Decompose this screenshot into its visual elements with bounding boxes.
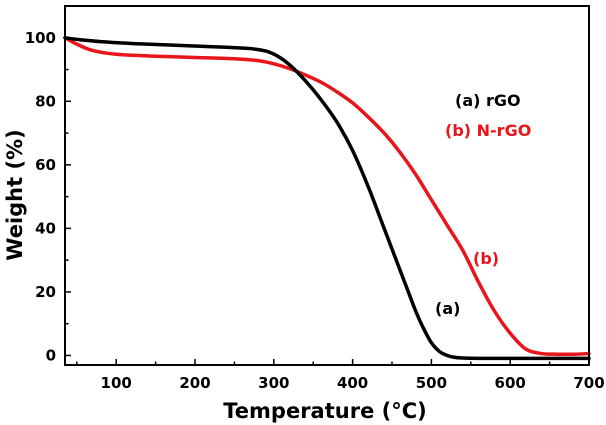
- x-tick-label: 300: [258, 374, 289, 392]
- x-tick-label: 600: [495, 374, 526, 392]
- series-line-rgo: [63, 36, 591, 361]
- plot-frame: [64, 5, 590, 366]
- y-tick-label: 0: [46, 346, 56, 364]
- y-tick-label: 60: [35, 156, 56, 174]
- y-tick-label: 100: [25, 29, 56, 47]
- annotation-b: (b): [473, 249, 499, 268]
- series-layer: [63, 36, 591, 361]
- legend-entry-n-rgo: (b) N-rGO: [445, 121, 531, 140]
- x-tick-label: 200: [179, 374, 210, 392]
- y-tick-label: 80: [35, 92, 56, 110]
- series-line-n-rgo: [63, 36, 591, 357]
- x-tick-label: 500: [416, 374, 447, 392]
- x-tick-label: 700: [573, 374, 604, 392]
- x-tick-label: 100: [101, 374, 132, 392]
- legend-entry-rgo: (a) rGO: [455, 91, 521, 110]
- y-tick-label: 20: [35, 283, 56, 301]
- axes-layer: 100 200 300 400 500 600 700 0 20 40 60 80 100: [25, 5, 605, 392]
- y-tick-label: 40: [35, 219, 56, 237]
- x-axis-title: Temperature (°C): [223, 399, 426, 423]
- x-tick-label: 400: [337, 374, 368, 392]
- annotation-a: (a): [435, 299, 460, 318]
- y-axis-title: Weight (%): [3, 129, 27, 260]
